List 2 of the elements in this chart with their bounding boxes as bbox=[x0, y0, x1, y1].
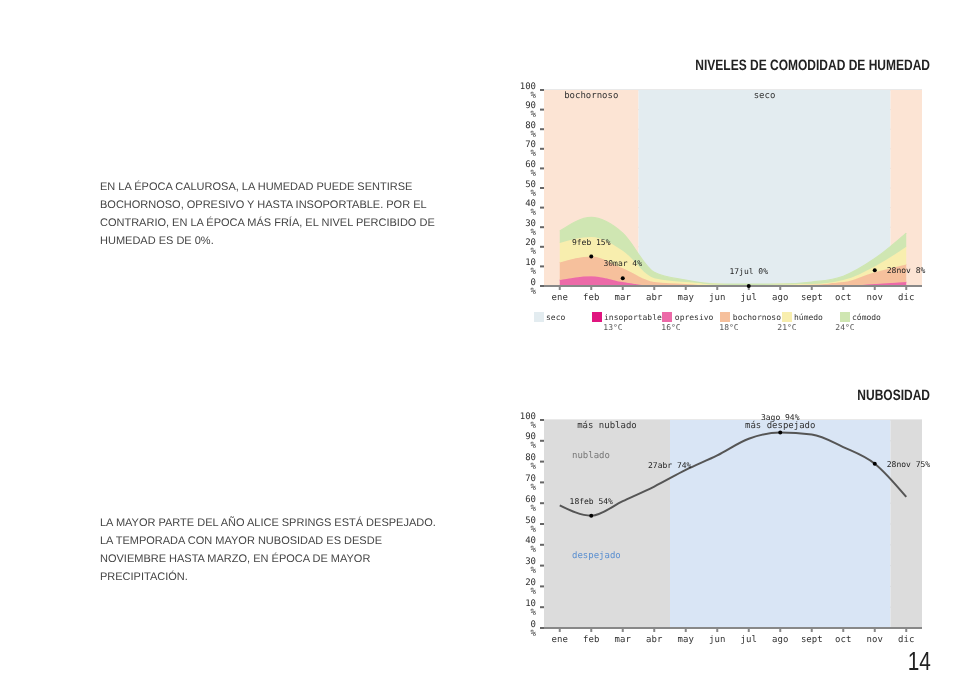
text: 14 bbox=[906, 646, 930, 676]
line-series bbox=[558, 431, 908, 517]
